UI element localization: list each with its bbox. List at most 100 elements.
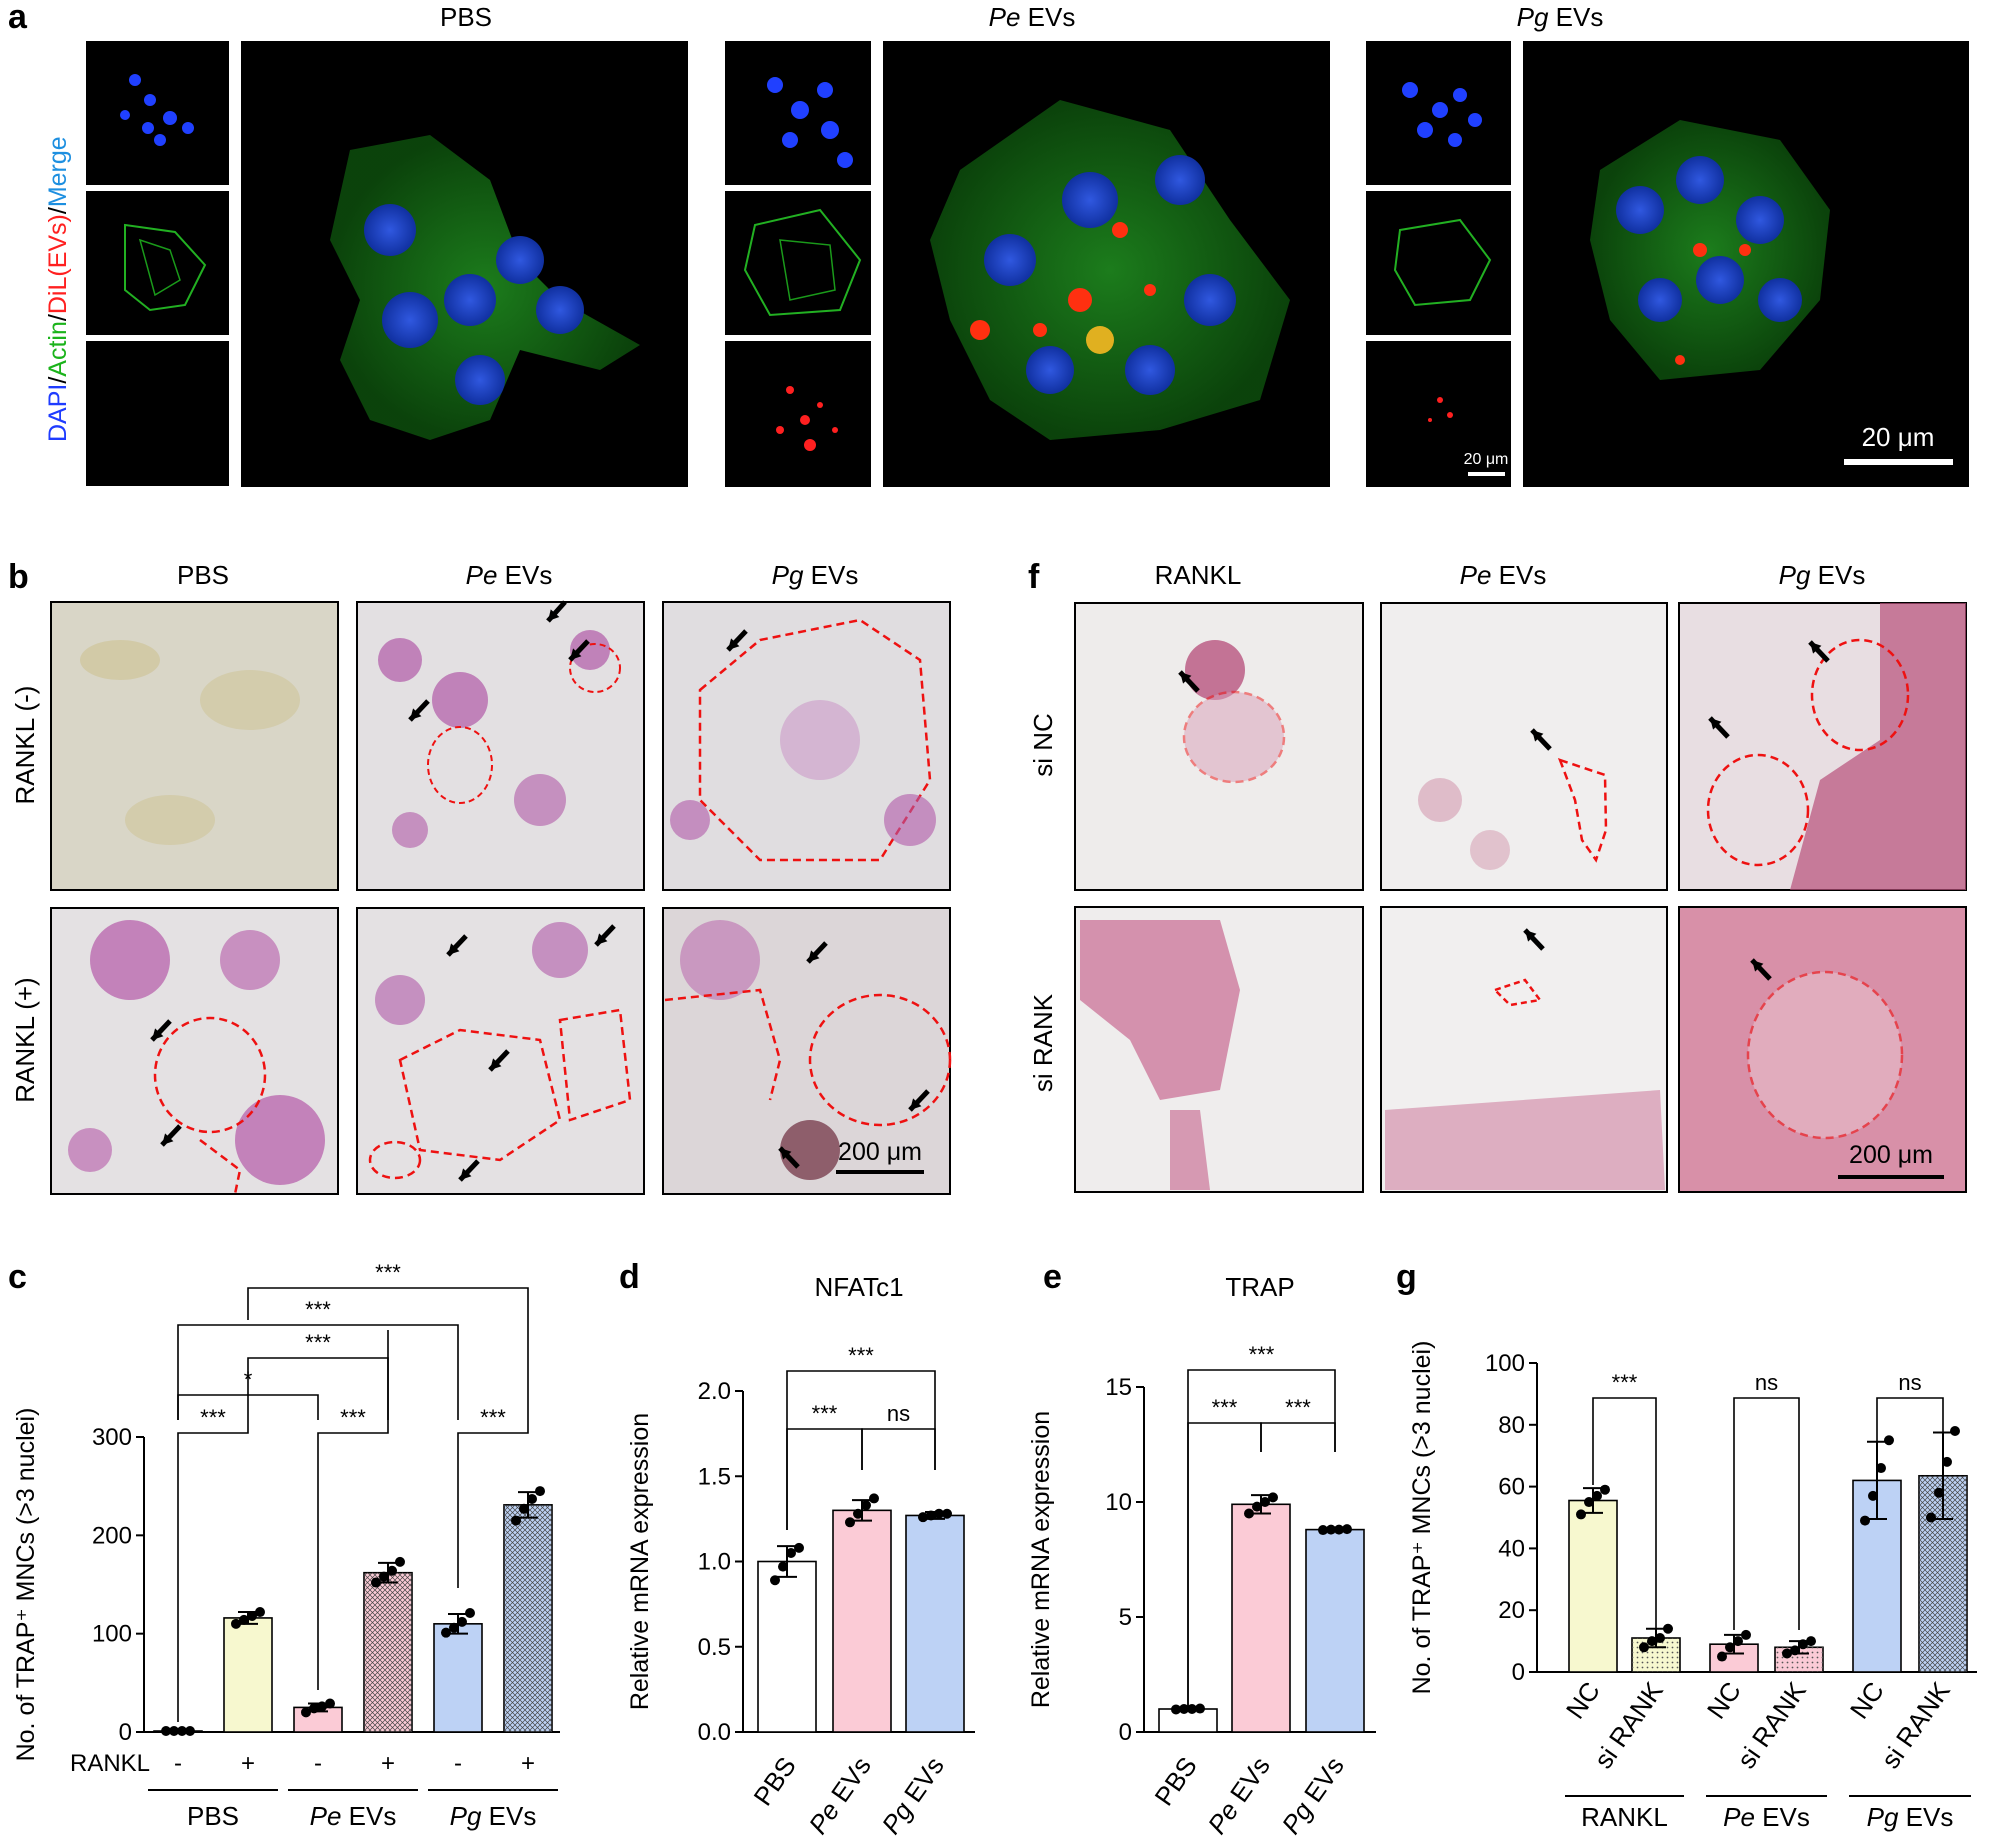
data-point [1655,1633,1665,1644]
x-tick-label: si RANK [1875,1676,1956,1774]
significance-label: *** [812,1401,838,1426]
data-point [1806,1636,1816,1647]
y-tick-label: 80 [1498,1412,1525,1439]
micrograph-b-pe-minus [356,601,645,891]
panel-b: b PBS Pe EVs Pg EVs RANKL (-) RANKL (+) [8,558,952,1195]
data-point [1171,1704,1181,1715]
panel-b-col-pg: Pg EVs [772,560,859,590]
significance-bracket [1187,1369,1336,1710]
significance-label: ns [887,1401,910,1426]
significance-bracket [1260,1422,1336,1452]
data-point [1790,1645,1800,1656]
data-point [177,1726,187,1737]
data-point [861,1500,871,1511]
group-label: Pg EVs [450,1801,537,1831]
y-axis-label: Relative mRNA expression [1027,1411,1055,1708]
data-point [239,1614,249,1625]
data-point [794,1542,804,1553]
data-point [1318,1525,1328,1536]
micrograph-a-pe-dapi [725,41,871,185]
bar [757,1560,817,1733]
data-point [1268,1492,1278,1503]
data-point [441,1627,451,1638]
arrow-icon [152,1028,164,1040]
significance-bracket [177,1420,249,1722]
x-tick-label: PBS [747,1751,801,1811]
stain-actin: Actin [44,321,72,377]
panel-letter-b: b [8,558,29,596]
arrow-icon [808,950,820,962]
group-label: Pe EVs [310,1801,397,1831]
data-point [1576,1509,1586,1520]
data-point [161,1726,171,1737]
significance-bracket [1876,1397,1944,1460]
bar [1231,1503,1291,1733]
y-tick-label: 300 [92,1424,132,1451]
rankl-row-label: RANKL [70,1750,150,1777]
stain-dil: DiL(EVs) [44,214,72,314]
significance-label: *** [848,1343,874,1368]
stain-label: DAPI/Actin/DiL(EVs)/Merge [44,136,72,442]
data-point [1647,1636,1657,1647]
micrograph-a-pbs-dil [86,341,229,486]
data-point [1741,1629,1751,1640]
bar-pattern [364,1572,412,1732]
data-point [1195,1703,1205,1714]
data-point [255,1607,265,1618]
x-tick-label: si RANK [1731,1676,1812,1774]
y-tick-label: 0 [119,1719,132,1746]
chart-d: 0.0 0.5 1.0 1.5 2.0 Relative mRNA expression N… [626,1272,975,1839]
significance-label: *** [1249,1342,1275,1367]
y-tick-label: 0 [1119,1719,1132,1746]
stain-sep: / [44,314,72,321]
data-point [778,1561,788,1572]
data-point [169,1726,179,1737]
data-point [770,1575,780,1586]
y-tick-label: 15 [1105,1374,1132,1401]
data-point [1733,1636,1743,1647]
data-point [465,1608,475,1619]
data-point [231,1618,241,1629]
data-point [379,1571,389,1582]
panel-f-col-pe: Pe EVs [1460,560,1547,590]
data-point [1950,1425,1960,1436]
arrow-icon [780,1148,792,1160]
y-tick-label: 200 [92,1522,132,1549]
y-tick-label: 0 [1512,1659,1525,1686]
bar [433,1623,483,1733]
arrow-icon [1710,718,1722,730]
x-tick-label: NC [1844,1676,1890,1724]
panel-f-col-rankl: RANKL [1155,560,1242,590]
significance-label: ns [1755,1370,1778,1395]
significance-bracket [1592,1397,1657,1630]
panel-letter-f: f [1028,558,1040,596]
stain-sep: / [44,207,72,214]
data-point [1187,1704,1197,1714]
arrow-icon [596,933,608,945]
micrograph-f-rankl-sirank [1074,906,1364,1193]
bar [905,1514,965,1733]
panel-b-row-plus: RANKL (+) [10,977,40,1102]
arrow-icon [728,638,740,650]
data-point [1663,1623,1673,1634]
stain-sep: / [44,377,72,384]
panel-f-row-sirank: si RANK [1028,993,1058,1092]
panel-b-row-minus: RANKL (-) [10,686,40,805]
micrograph-a-pg-dapi [1366,41,1511,185]
significance-label: *** [305,1330,331,1355]
arrow-icon [910,1098,922,1110]
panel-a-title-pe: Pe EVs [989,2,1076,32]
panel-f-col-pg: Pg EVs [1779,560,1866,590]
group-label: Pg EVs [1867,1802,1954,1832]
data-point [1342,1524,1352,1535]
rankl-sign: - [314,1750,322,1777]
data-point [1717,1651,1727,1662]
stain-dapi: DAPI [44,384,72,442]
group-label: Pe EVs [1723,1802,1810,1832]
data-point [371,1577,381,1588]
data-point [519,1503,529,1514]
data-point [1868,1490,1878,1501]
bar [1305,1528,1365,1733]
chart-g: 0 20 40 60 80 100 No. of TRAP⁺ MNCs (>3 nuclei… [1408,1341,1977,1832]
bar-pattern [504,1504,552,1732]
